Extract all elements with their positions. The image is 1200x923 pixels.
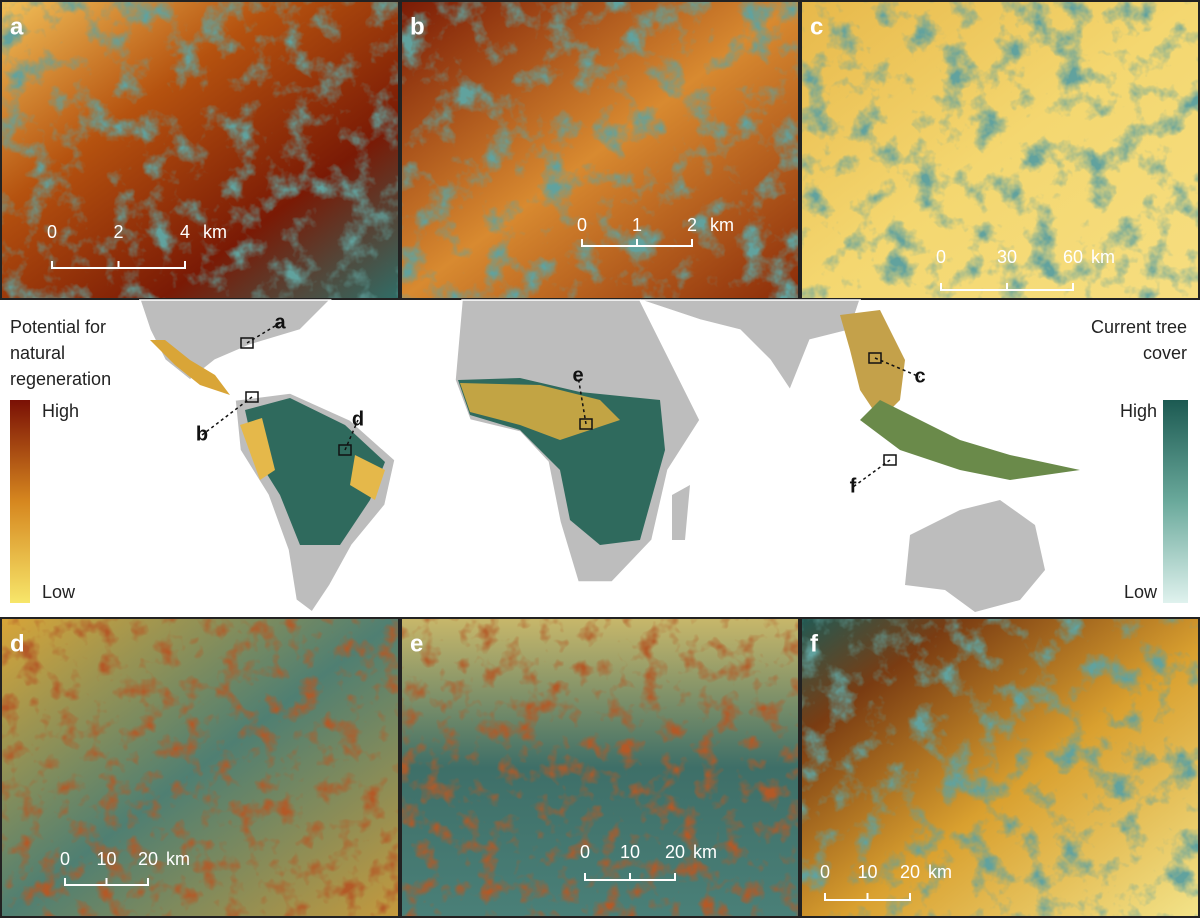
site-box [338, 444, 352, 456]
legend-low: Low [42, 582, 76, 602]
scale-unit: km [1091, 247, 1115, 267]
world-map [138, 299, 1080, 614]
panel-border [800, 0, 1200, 300]
se-asia [840, 310, 905, 420]
site-label: c [914, 365, 925, 387]
scale-label: 10 [620, 842, 640, 862]
panel-border [0, 617, 400, 918]
scale-label: 0 [580, 842, 590, 862]
scale-label: 60 [1063, 247, 1083, 267]
panel-texture [800, 617, 1200, 918]
scale-label: 10 [857, 862, 877, 882]
scale-unit: km [710, 215, 734, 235]
amazon-regen [240, 418, 385, 500]
scale-label: 2 [687, 215, 697, 235]
site-label: f [850, 475, 857, 497]
legend-title: Current tree [1091, 317, 1187, 337]
panel-texture [400, 0, 800, 300]
scale-label: 0 [936, 247, 946, 267]
cover-colorbar [1163, 400, 1188, 603]
map-panel: c 0 30 60 km [800, 0, 1200, 300]
scale-label: 20 [138, 849, 158, 869]
site-leader [246, 322, 281, 344]
legend-high: High [1120, 401, 1157, 421]
site-box [883, 454, 897, 466]
map-panel: d 0 10 20 km [0, 617, 400, 918]
site-label: b [196, 423, 208, 445]
scale-label: 4 [180, 222, 190, 242]
scale-label: 20 [665, 842, 685, 862]
scale-unit: km [203, 222, 227, 242]
scale-label: 1 [632, 215, 642, 235]
site-leader [201, 396, 253, 436]
scale-label: 20 [900, 862, 920, 882]
scale-label: 0 [60, 849, 70, 869]
scale-label: 0 [47, 222, 57, 242]
scale-unit: km [693, 842, 717, 862]
panel-texture [0, 617, 400, 918]
panel-letter: f [810, 630, 819, 657]
scale-label: 30 [997, 247, 1017, 267]
panel-letter: d [10, 630, 25, 657]
legend-title: regeneration [10, 369, 111, 389]
map-panel: a 0 2 4 km [0, 0, 400, 300]
site-label: d [352, 408, 364, 430]
panel-texture [400, 617, 800, 918]
panel-border [0, 0, 400, 300]
central-america [150, 340, 230, 395]
panel-letter: a [10, 13, 24, 40]
regen-colorbar [10, 400, 30, 603]
map-labels: a b c d e f [196, 311, 926, 497]
panel-border [400, 0, 800, 300]
islands [860, 400, 1080, 480]
panel-texture [800, 0, 1200, 300]
panel-border [400, 617, 800, 918]
panel-letter: c [810, 13, 823, 40]
north-america [138, 299, 332, 381]
legends: Potential for natural regeneration High … [10, 317, 1188, 603]
legend-low: Low [1124, 582, 1158, 602]
site-box [240, 337, 254, 349]
scale-label: 0 [577, 215, 587, 235]
scale-label: 10 [96, 849, 116, 869]
site-label: e [572, 364, 583, 386]
panel-texture [0, 0, 400, 300]
map-panel: b 0 1 2 km [400, 0, 800, 300]
asia [639, 299, 862, 392]
scale-label: 2 [113, 222, 123, 242]
site-label: a [274, 311, 286, 333]
legend-title: natural [10, 343, 65, 363]
site-leader [577, 375, 587, 425]
panel-letter: b [410, 13, 425, 40]
site-leader [852, 459, 891, 488]
legend-high: High [42, 401, 79, 421]
legend-title: cover [1143, 343, 1187, 363]
panel-letter: e [410, 630, 423, 657]
site-box [245, 391, 259, 403]
scale-label: 0 [820, 862, 830, 882]
panel-border [800, 617, 1200, 918]
map-panel: f 0 10 20 km [800, 617, 1200, 918]
amazon-cover [245, 398, 385, 545]
site-box [579, 418, 593, 430]
legend-title: Potential for [10, 317, 106, 337]
site-box [868, 352, 882, 364]
madagascar [672, 485, 690, 540]
scale-unit: km [166, 849, 190, 869]
australia [905, 500, 1045, 612]
site-leader [874, 357, 921, 378]
map-panel: e 0 10 20 km [400, 617, 800, 918]
scale-unit: km [928, 862, 952, 882]
